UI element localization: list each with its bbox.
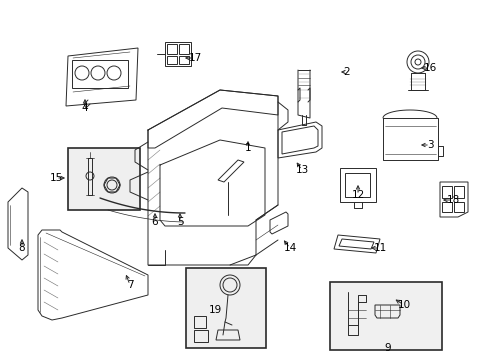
Text: 9: 9: [384, 343, 390, 353]
Bar: [329, 282, 441, 350]
Bar: [339, 168, 375, 202]
Bar: [164, 42, 191, 66]
Text: 3: 3: [426, 140, 432, 150]
Text: 5: 5: [176, 217, 183, 227]
Text: 10: 10: [397, 300, 410, 310]
Text: 7: 7: [126, 280, 133, 290]
Bar: [72, 60, 128, 88]
Text: 11: 11: [373, 243, 386, 253]
Bar: [441, 186, 451, 198]
Text: 4: 4: [81, 103, 88, 113]
Text: 6: 6: [151, 217, 158, 227]
Bar: [194, 316, 205, 328]
Bar: [185, 268, 265, 348]
Text: 19: 19: [208, 305, 221, 315]
Text: 1: 1: [244, 143, 251, 153]
Text: 16: 16: [423, 63, 436, 73]
Bar: [68, 148, 140, 210]
Text: 14: 14: [283, 243, 296, 253]
Bar: [194, 330, 207, 342]
Text: 13: 13: [295, 165, 308, 175]
Bar: [441, 202, 451, 212]
Bar: [345, 173, 369, 197]
Bar: [453, 186, 463, 198]
Bar: [453, 202, 463, 212]
Text: 12: 12: [351, 190, 364, 200]
Text: 17: 17: [188, 53, 201, 63]
Bar: [167, 44, 177, 54]
Bar: [179, 44, 189, 54]
Bar: [167, 56, 177, 64]
Bar: [179, 56, 189, 64]
Text: 18: 18: [446, 195, 459, 205]
Text: 2: 2: [343, 67, 349, 77]
Text: 15: 15: [49, 173, 62, 183]
Text: 8: 8: [19, 243, 25, 253]
